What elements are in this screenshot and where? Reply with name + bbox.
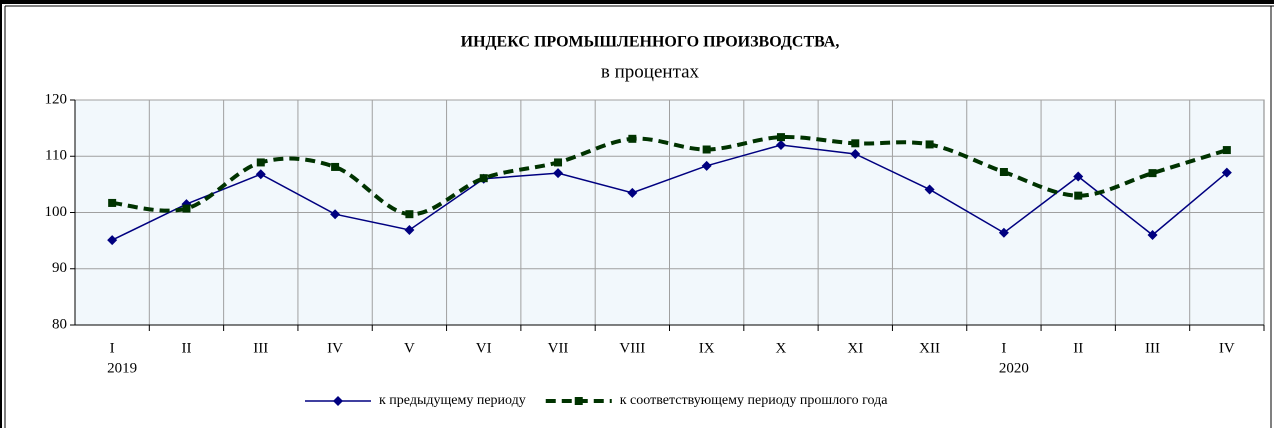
x-tick-label: II [181,340,191,356]
x-tick-label: XII [919,340,940,356]
x-tick-label: VIII [619,340,645,356]
point [851,139,860,148]
point [333,396,343,406]
legend-label: к соответствующему периоду прошлого года [620,393,888,408]
x-tick-label: IX [699,340,715,356]
x-tick-label: III [1145,340,1160,356]
x-tick-label: V [404,340,415,356]
x-tick-label: I [1001,340,1006,356]
point [924,184,935,195]
point [702,145,711,154]
point [108,198,117,207]
point [1148,169,1157,178]
point [627,187,638,198]
point [331,162,340,171]
point [999,168,1008,176]
chart-subtitle: в процентах [601,61,700,82]
legend-label: к предыдущему периоду [379,393,526,408]
y-tick-label: 90 [52,260,67,276]
x-tick-label: IV [327,340,343,356]
point [701,160,712,171]
x-tick-label: VII [548,340,569,356]
x-tick-label: X [776,340,787,356]
x-tick-label: III [253,340,268,356]
point [255,169,266,180]
series-line [111,144,1228,241]
y-tick-label: 120 [45,91,68,107]
point [850,149,861,159]
point [628,134,637,143]
x-tick-label: I [110,340,115,356]
point [775,140,786,150]
point [1147,230,1158,240]
point [405,210,414,219]
point [404,224,415,235]
point [182,204,191,213]
point [1074,191,1083,200]
chart-title: ИНДЕКС ПРОМЫШЛЕННОГО ПРОИЗВОДСТВА, [461,34,840,51]
point [107,235,118,246]
series-line [111,135,1228,217]
point [1222,146,1231,155]
point [256,158,265,167]
x-tick-label: IV [1219,340,1235,356]
x-year-label: 2020 [999,360,1029,376]
y-tick-label: 80 [52,316,67,332]
x-tick-label: II [1073,340,1083,356]
x-year-label: 2019 [107,360,137,376]
point [1073,171,1084,182]
x-tick-label: VI [476,340,492,356]
point [479,174,488,183]
point [330,209,341,220]
point [554,158,563,167]
point [574,397,583,405]
point [925,140,934,149]
x-tick-label: XI [847,340,863,356]
point [998,227,1009,238]
y-tick-label: 110 [45,148,67,164]
point [553,168,564,179]
point [1221,167,1232,178]
point [776,133,785,142]
y-tick-label: 100 [45,204,68,220]
